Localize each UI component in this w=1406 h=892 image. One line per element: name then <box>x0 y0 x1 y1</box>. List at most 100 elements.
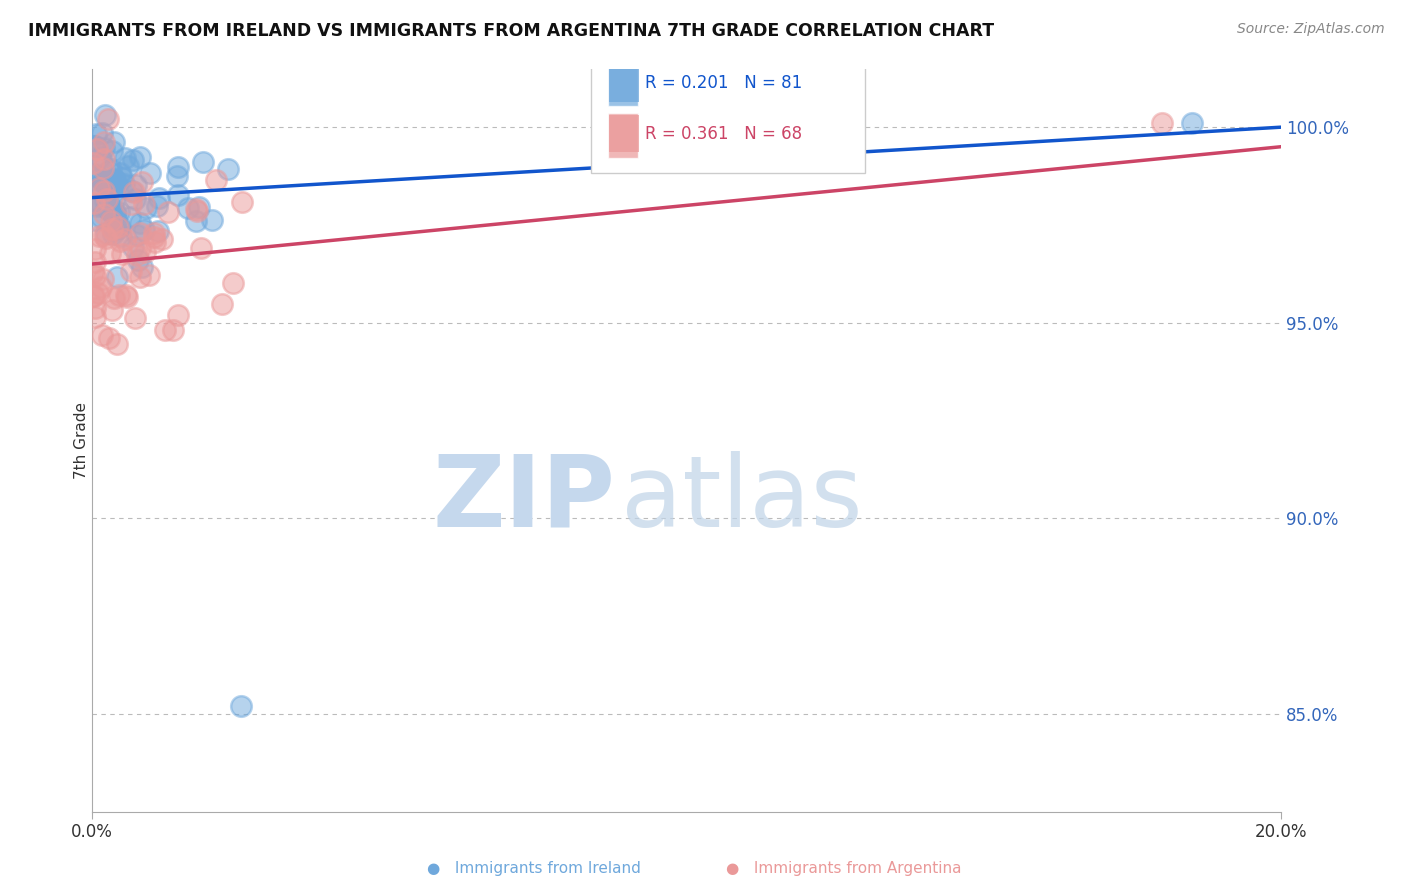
Point <box>125 178 148 192</box>
Point <box>86 196 108 211</box>
Point <box>128 241 150 255</box>
Point <box>132 197 155 211</box>
Point <box>112 177 135 191</box>
Text: ●   Immigrants from Ireland: ● Immigrants from Ireland <box>427 861 641 876</box>
Bar <box>609 65 638 102</box>
Point <box>91 175 114 189</box>
Point <box>108 288 131 302</box>
Point <box>134 244 156 259</box>
Point <box>186 204 208 219</box>
Point <box>105 174 128 188</box>
Point <box>131 260 153 275</box>
Point <box>82 289 104 303</box>
Point <box>105 178 128 192</box>
Text: R = 0.361   N = 68: R = 0.361 N = 68 <box>645 125 801 143</box>
Point <box>103 194 125 209</box>
Text: Source: ZipAtlas.com: Source: ZipAtlas.com <box>1237 22 1385 37</box>
Point <box>93 141 115 155</box>
Point <box>111 170 134 185</box>
Point <box>93 174 115 188</box>
Point <box>121 184 143 198</box>
Point <box>87 229 110 244</box>
Point <box>188 200 211 214</box>
Point <box>150 232 173 246</box>
Text: IMMIGRANTS FROM IRELAND VS IMMIGRANTS FROM ARGENTINA 7TH GRADE CORRELATION CHART: IMMIGRANTS FROM IRELAND VS IMMIGRANTS FR… <box>28 22 994 40</box>
Point <box>124 192 146 206</box>
Point <box>166 160 188 174</box>
Point <box>146 224 169 238</box>
Point <box>138 268 160 282</box>
Point <box>129 216 152 230</box>
Text: R = 0.201   N = 81: R = 0.201 N = 81 <box>645 74 803 93</box>
Point <box>97 202 120 217</box>
Point <box>229 698 252 713</box>
Point <box>167 188 190 202</box>
Point <box>90 280 112 294</box>
Point <box>96 200 118 214</box>
Point <box>83 138 105 153</box>
Point <box>82 180 104 194</box>
Point <box>101 144 124 158</box>
Point <box>82 265 104 279</box>
Point <box>124 311 146 326</box>
Point <box>176 202 198 216</box>
Point <box>105 337 128 351</box>
Point <box>103 291 125 305</box>
Point <box>107 205 129 219</box>
FancyBboxPatch shape <box>609 61 638 105</box>
Point <box>127 228 149 243</box>
Point <box>98 245 121 260</box>
Point <box>97 164 120 178</box>
Point <box>120 264 142 278</box>
Point <box>94 108 117 122</box>
Point <box>83 254 105 268</box>
Point <box>86 169 108 183</box>
Point <box>103 172 125 186</box>
Point <box>94 178 117 192</box>
Point <box>83 196 105 211</box>
Point <box>139 166 162 180</box>
Point <box>82 192 104 206</box>
Point <box>83 138 105 153</box>
Point <box>86 199 108 213</box>
Point <box>93 272 115 286</box>
Point <box>93 228 115 243</box>
Text: ●   Immigrants from Argentina: ● Immigrants from Argentina <box>725 861 962 876</box>
Point <box>93 206 115 220</box>
Point <box>98 198 121 212</box>
Point <box>97 202 120 217</box>
Point <box>117 159 139 173</box>
Point <box>115 287 138 301</box>
Point <box>87 181 110 195</box>
Point <box>97 112 120 127</box>
Point <box>90 127 112 141</box>
Point <box>104 207 127 221</box>
Point <box>127 253 149 268</box>
Point <box>97 331 120 345</box>
Point <box>201 212 224 227</box>
Text: atlas: atlas <box>621 451 863 548</box>
Point <box>107 219 129 234</box>
Point <box>104 205 127 219</box>
Point <box>205 173 228 187</box>
Point <box>114 232 136 246</box>
Point <box>148 191 170 205</box>
Point <box>93 184 115 198</box>
Point <box>110 229 132 244</box>
Point <box>90 155 112 169</box>
Point <box>211 297 233 311</box>
Point <box>84 269 107 284</box>
Point <box>83 167 105 181</box>
FancyBboxPatch shape <box>592 65 865 172</box>
Point <box>93 153 115 167</box>
Point <box>157 205 180 219</box>
Point <box>129 150 152 164</box>
Point <box>97 197 120 211</box>
Point <box>104 213 127 227</box>
Point <box>122 239 145 253</box>
Point <box>143 229 166 244</box>
Point <box>190 241 212 255</box>
Point <box>96 192 118 206</box>
Point <box>84 242 107 256</box>
Point <box>110 235 132 249</box>
